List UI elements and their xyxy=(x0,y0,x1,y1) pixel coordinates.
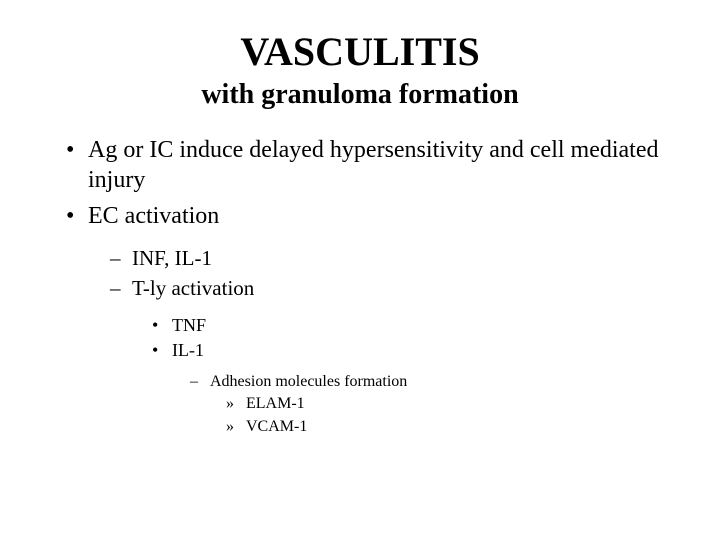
bullet-list-lvl3: TNF IL-1 Adhesion molecules formation EL… xyxy=(132,314,680,437)
bullet-text: IL-1 xyxy=(172,340,204,360)
slide-subtitle: with granuloma formation xyxy=(40,79,680,111)
bullet-list-lvl1: Ag or IC induce delayed hypersensitivity… xyxy=(40,135,680,437)
bullet-list-lvl4: Adhesion molecules formation ELAM-1 VCAM… xyxy=(172,372,680,437)
list-item: ELAM-1 xyxy=(246,394,680,414)
bullet-text: TNF xyxy=(172,315,206,335)
list-item: INF, IL-1 xyxy=(132,245,680,271)
list-item: Adhesion molecules formation ELAM-1 VCAM… xyxy=(210,372,680,437)
slide-title: VASCULITIS xyxy=(40,28,680,75)
bullet-text: INF, IL-1 xyxy=(132,246,212,270)
bullet-list-lvl2: INF, IL-1 T-ly activation TNF IL-1 Adhes… xyxy=(88,245,680,437)
bullet-text: VCAM-1 xyxy=(246,418,307,435)
list-item: TNF xyxy=(172,314,680,337)
bullet-text: Adhesion molecules formation xyxy=(210,373,407,390)
bullet-text: EC activation xyxy=(88,203,219,229)
list-item: EC activation INF, IL-1 T-ly activation … xyxy=(88,201,680,437)
list-item: VCAM-1 xyxy=(246,417,680,437)
bullet-text: T-ly activation xyxy=(132,276,254,300)
list-item: IL-1 Adhesion molecules formation ELAM-1 xyxy=(172,339,680,437)
bullet-text: Ag or IC induce delayed hypersensitivity… xyxy=(88,137,659,193)
list-item: Ag or IC induce delayed hypersensitivity… xyxy=(88,135,680,195)
bullet-text: ELAM-1 xyxy=(246,395,305,412)
list-item: T-ly activation TNF IL-1 Adhesion molecu… xyxy=(132,275,680,436)
slide: VASCULITIS with granuloma formation Ag o… xyxy=(0,0,720,540)
bullet-list-lvl5: ELAM-1 VCAM-1 xyxy=(210,394,680,437)
